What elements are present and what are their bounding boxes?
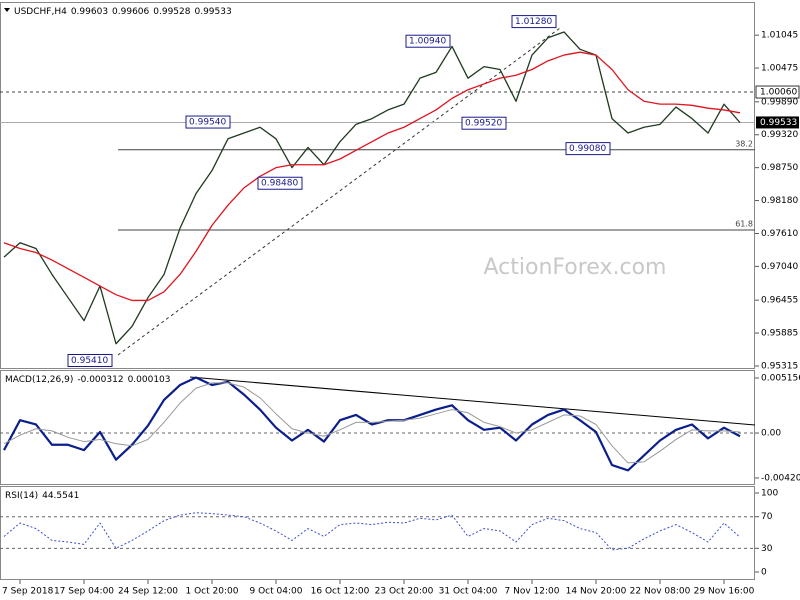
header-value: -0.000312 — [77, 375, 123, 385]
y-tick-label: 0.99890 — [761, 97, 798, 107]
price-label-box — [511, 15, 557, 29]
y-tick-label: 0.97040 — [761, 262, 798, 272]
price-label-text: 0.99520 — [465, 119, 502, 129]
panel-title: RSI(14) — [5, 491, 38, 501]
price-label-text: 0.99540 — [189, 118, 226, 128]
header-value: 0.99603 — [71, 7, 108, 17]
y-tick-label: 0.00 — [761, 429, 781, 439]
axis-box — [755, 85, 800, 99]
price-label-box — [257, 176, 303, 190]
x-tick-label: 14 Nov 20:00 — [566, 587, 627, 597]
y-tick-label: -0.004209 — [761, 473, 800, 483]
header-value: 0.000103 — [128, 375, 171, 385]
header-value: 0.99528 — [153, 7, 190, 17]
y-tick-label: 100 — [761, 489, 778, 499]
price-label-text: 1.00940 — [409, 37, 446, 47]
panel-title: USDCHF,H4 — [14, 7, 67, 17]
x-tick-label: 22 Nov 08:00 — [630, 587, 691, 597]
series-line — [3, 31, 741, 345]
x-tick-label: 31 Oct 04:00 — [439, 587, 498, 597]
price-label: 1.01280 — [511, 15, 557, 29]
y-tick-label: 1.00475 — [761, 64, 798, 74]
panel-header: MACD(12,26,9) -0.000312 0.000103 — [5, 375, 171, 385]
header-value: 0.99606 — [112, 7, 149, 17]
header-value: 44.5541 — [42, 491, 79, 501]
price-label: 0.95410 — [67, 353, 113, 367]
x-tick-label: 7 Sep 2018 — [2, 587, 54, 597]
macd-trend-line — [189, 376, 756, 426]
level-label: 61.8 — [735, 220, 753, 229]
y-tick-label: 0.98180 — [761, 196, 798, 206]
price-label-text: 0.99080 — [569, 144, 606, 154]
price-label-text: 1.01280 — [515, 17, 552, 27]
y-tick-label: 0.96455 — [761, 296, 798, 306]
series-line — [3, 51, 741, 302]
header-value: 0.99533 — [194, 7, 231, 17]
series-line — [3, 382, 741, 464]
x-tick-label: 7 Nov 12:00 — [505, 587, 560, 597]
x-tick-label: 23 Oct 20:00 — [375, 587, 434, 597]
y-tick-label: 1.01045 — [761, 31, 798, 41]
y-tick-label: 0.95315 — [761, 361, 798, 371]
current-price-box — [756, 116, 799, 129]
y-tick-label: 70 — [761, 512, 773, 522]
y-tick-label: 30 — [761, 544, 773, 554]
y-tick-label: 0.005156 — [761, 374, 800, 384]
price-label-box — [405, 34, 451, 48]
price-label: 1.00940 — [405, 34, 451, 48]
y-tick-label: 0 — [761, 568, 767, 578]
x-tick-label: 24 Sep 12:00 — [118, 587, 178, 597]
y-tick-label: 0.99320 — [761, 130, 798, 140]
price-label-box — [565, 142, 611, 156]
price-label-box — [185, 115, 231, 129]
macd-panel — [0, 370, 755, 485]
x-tick-label: 17 Sep 04:00 — [54, 587, 114, 597]
panel-header: RSI(14) 44.5541 — [5, 491, 79, 501]
price-label-box — [67, 353, 113, 367]
price-label: 0.99080 — [565, 142, 611, 156]
price-label-text: 0.95410 — [71, 356, 108, 366]
price-label: 0.99540 — [185, 115, 231, 129]
rsi-panel — [0, 486, 755, 580]
series-line — [3, 376, 741, 472]
price-label: 0.99520 — [461, 116, 507, 130]
x-tick-label: 29 Nov 16:00 — [694, 587, 755, 597]
price-label-text: 0.98480 — [261, 179, 298, 189]
y-tick-label: 0.95885 — [761, 329, 798, 339]
panel-header: USDCHF,H4 0.99603 0.99606 0.99528 0.99533 — [14, 7, 232, 17]
header-arrow — [4, 8, 10, 12]
level-label: 38.2 — [735, 139, 753, 148]
series-line — [3, 512, 741, 551]
price-panel — [0, 2, 755, 369]
y-tick-label: 0.97610 — [761, 229, 798, 239]
panel-title: MACD(12,26,9) — [5, 375, 73, 385]
current-price-label: 0.99533 — [760, 118, 797, 128]
x-tick-label: 16 Oct 12:00 — [311, 587, 370, 597]
x-tick-label: 9 Oct 04:00 — [250, 587, 303, 597]
price-label-box — [461, 116, 507, 130]
price-label: 0.98480 — [257, 176, 303, 190]
axis-box-label: 1.00060 — [760, 88, 797, 98]
x-tick-label: 1 Oct 20:00 — [186, 587, 239, 597]
watermark: ActionForex.com — [484, 255, 667, 280]
y-tick-label: 0.98750 — [761, 163, 798, 173]
